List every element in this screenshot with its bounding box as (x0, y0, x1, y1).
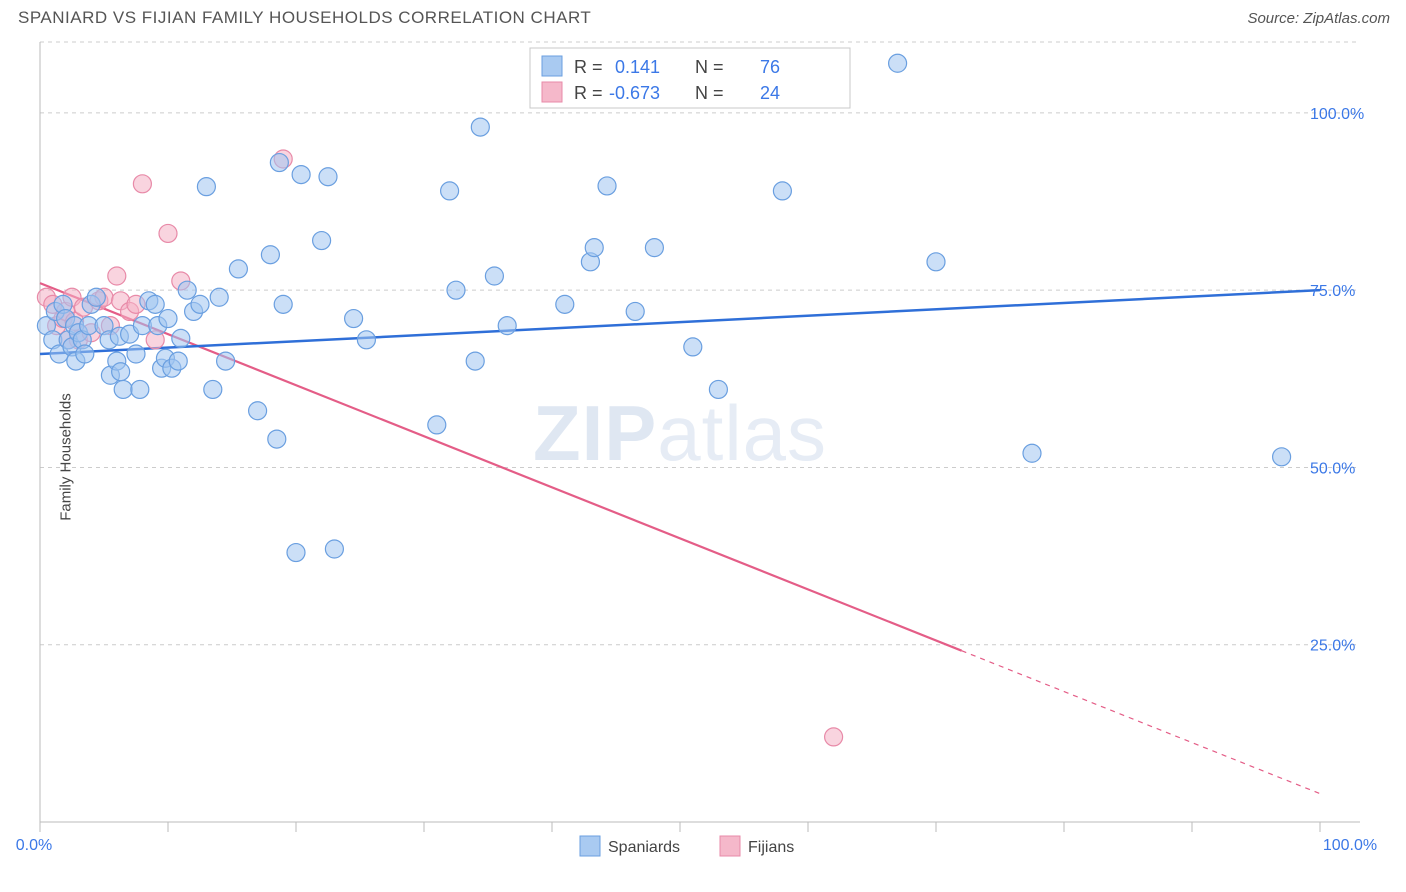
chart-container: Family Households ZIPatlas 25.0% 50.0% 75.0… (0, 32, 1406, 882)
data-point (169, 352, 187, 370)
svg-text:76: 76 (760, 57, 780, 77)
data-point (626, 302, 644, 320)
data-point (178, 281, 196, 299)
data-point (159, 224, 177, 242)
svg-text:N =: N = (695, 83, 724, 103)
svg-text:Fijians: Fijians (748, 839, 794, 856)
data-point (287, 544, 305, 562)
data-point (1273, 448, 1291, 466)
data-point (485, 267, 503, 285)
data-point (268, 430, 286, 448)
data-point (133, 175, 151, 193)
svg-text:R =: R = (574, 83, 603, 103)
data-point (927, 253, 945, 271)
svg-text:24: 24 (760, 83, 780, 103)
data-point (87, 288, 105, 306)
data-point (684, 338, 702, 356)
data-point (197, 178, 215, 196)
data-point (325, 540, 343, 558)
data-point (428, 416, 446, 434)
svg-text:100.0%: 100.0% (1323, 837, 1377, 854)
data-point (204, 380, 222, 398)
y-axis-label: Family Households (57, 393, 74, 521)
data-point (466, 352, 484, 370)
data-point (498, 317, 516, 335)
data-point (127, 345, 145, 363)
data-point (131, 380, 149, 398)
data-point (210, 288, 228, 306)
data-point (270, 154, 288, 172)
data-point (249, 402, 267, 420)
svg-text:50.0%: 50.0% (1310, 460, 1355, 477)
data-point (441, 182, 459, 200)
data-point (709, 380, 727, 398)
data-point (229, 260, 247, 278)
data-point (114, 380, 132, 398)
data-point (773, 182, 791, 200)
data-point (217, 352, 235, 370)
data-point (585, 239, 603, 257)
data-point (447, 281, 465, 299)
data-point (471, 118, 489, 136)
data-point (191, 295, 209, 313)
correlation-scatter-chart: ZIPatlas 25.0% 50.0% 75.0% 100.0% 0.0% 100.0% R… (0, 32, 1406, 862)
svg-text:-0.673: -0.673 (609, 83, 660, 103)
svg-text:25.0%: 25.0% (1310, 638, 1355, 655)
data-point (825, 728, 843, 746)
data-point (76, 345, 94, 363)
data-point (292, 166, 310, 184)
data-point (274, 295, 292, 313)
data-point (889, 54, 907, 72)
source-credit: Source: ZipAtlas.com (1247, 10, 1390, 27)
svg-text:ZIPatlas: ZIPatlas (533, 389, 827, 477)
data-point (112, 363, 130, 381)
svg-text:75.0%: 75.0% (1310, 283, 1355, 300)
data-point (598, 177, 616, 195)
chart-title: SPANIARD VS FIJIAN FAMILY HOUSEHOLDS COR… (18, 8, 591, 28)
data-point (556, 295, 574, 313)
data-point (261, 246, 279, 264)
svg-text:0.141: 0.141 (615, 57, 660, 77)
svg-text:N =: N = (695, 57, 724, 77)
data-point (159, 310, 177, 328)
data-point (345, 310, 363, 328)
data-point (313, 232, 331, 250)
svg-text:0.0%: 0.0% (16, 837, 52, 854)
data-point (645, 239, 663, 257)
data-point (319, 168, 337, 186)
data-point (1023, 444, 1041, 462)
data-point (108, 267, 126, 285)
svg-text:Spaniards: Spaniards (608, 839, 680, 856)
data-point (357, 331, 375, 349)
data-point (146, 295, 164, 313)
svg-text:R =: R = (574, 57, 603, 77)
svg-text:100.0%: 100.0% (1310, 106, 1364, 123)
data-point (172, 329, 190, 347)
